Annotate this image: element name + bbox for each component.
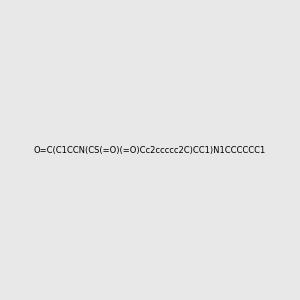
Text: O=C(C1CCN(CS(=O)(=O)Cc2ccccc2C)CC1)N1CCCCCC1: O=C(C1CCN(CS(=O)(=O)Cc2ccccc2C)CC1)N1CCC… bbox=[34, 146, 266, 154]
